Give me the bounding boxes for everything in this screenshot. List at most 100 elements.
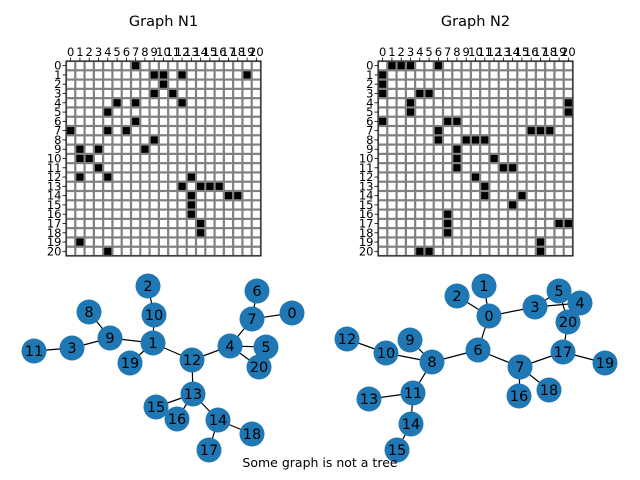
matrix-cell [388,145,396,153]
matrix-cell [555,182,563,190]
matrix-cell [243,219,251,228]
graph-node-label: 1 [148,336,157,352]
matrix-cell [536,145,545,153]
matrix-cell [425,210,433,218]
matrix-cell [564,164,572,172]
matrix-cell [67,136,75,144]
matrix-cell [453,62,461,70]
matrix-cell [85,164,93,172]
matrix-cell-filled [94,164,103,172]
matrix-cell [215,80,223,88]
matrix-cell-filled [453,145,461,153]
matrix-cell [252,127,260,135]
matrix-cell [462,127,470,135]
matrix-cell [490,89,498,98]
matrix-cell [141,80,149,88]
graph-node-label: 20 [559,315,577,331]
matrix-cell [416,99,424,107]
matrix-cell [444,201,452,209]
matrix-cell [224,210,233,218]
y-tick-label: 9 [366,142,373,156]
matrix-cell [546,201,554,209]
matrix-cell [132,192,140,200]
matrix-cell [379,219,387,228]
matrix-cell-filled [490,154,498,163]
graph-node-label: 15 [388,443,406,459]
matrix-cell [122,145,130,153]
matrix-cell [406,210,415,218]
matrix-cell-filled [453,164,461,172]
matrix-cell-filled [85,154,93,163]
matrix-cell [416,173,424,181]
matrix-cell [67,219,75,228]
graph-node-label: 8 [427,355,436,371]
matrix-cell-filled [187,210,195,218]
matrix-cell [187,164,195,172]
matrix-cell [518,247,526,255]
matrix-cell [462,182,470,190]
matrix-cell [169,154,177,163]
matrix-cell [113,145,121,153]
graph-node-label: 14 [209,413,227,429]
x-tick-label: 17 [221,45,236,59]
matrix-cell [94,99,103,107]
matrix-cell [546,219,554,228]
matrix-cell [224,247,233,255]
graph-node [384,437,410,463]
matrix-cell [94,247,103,255]
matrix-cell-filled [150,89,158,98]
matrix-cell [94,89,103,98]
matrix-cell [546,145,554,153]
matrix-cell [425,80,433,88]
matrix-cell [379,182,387,190]
matrix-cell [527,89,535,98]
matrix-cell-filled [113,99,121,107]
x-tick-label: 12 [175,45,190,59]
matrix-title: Graph N1 [129,14,198,30]
matrix-cell [169,145,177,153]
matrix-cell [252,99,260,107]
matrix-cell [94,229,103,237]
matrix-cell-filled [434,136,442,144]
matrix-cell [132,229,140,237]
matrix-cell [499,127,507,135]
graph-node [217,333,243,359]
matrix-cell [462,247,470,255]
matrix-cell [67,117,75,125]
graph-node-label: 4 [575,296,584,312]
matrix-cell-filled [536,238,545,246]
matrix-cell [518,154,526,163]
graph-node [59,335,85,361]
y-tick-label: 8 [366,133,373,147]
y-tick-label: 15 [47,198,62,212]
matrix-cell [132,71,140,79]
matrix-cell [444,127,452,135]
matrix-cell-filled [187,173,195,181]
matrix-cell [518,117,526,125]
matrix-cell [406,173,415,181]
matrix-cell [132,145,140,153]
matrix-cell [518,145,526,153]
matrix-cell [94,71,103,79]
matrix-cell [434,219,442,228]
matrix-cell [150,99,158,107]
matrix-cell [243,182,251,190]
matrix-cell [490,117,498,125]
matrix-cell [206,145,214,153]
matrix-cell [453,99,461,107]
graph-node-label: 2 [452,289,461,305]
matrix-cell [76,182,84,190]
matrix-cell [85,238,93,246]
graph-node-label: 2 [143,279,152,295]
matrix-cell [215,89,223,98]
graph-node-label: 18 [243,427,261,443]
matrix-cell [206,219,214,228]
graph-node [567,290,593,316]
matrix-cell [76,99,84,107]
matrix-cell [206,80,214,88]
matrix-cell [564,201,572,209]
y-tick-label: 5 [54,105,61,119]
matrix-cell [509,99,517,107]
matrix-cell [444,164,452,172]
